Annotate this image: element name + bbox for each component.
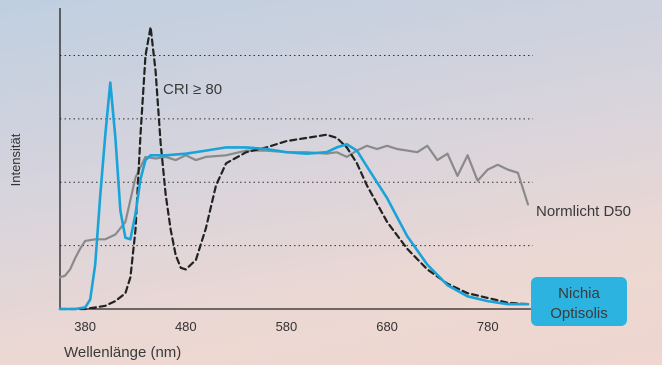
y-axis-label: Intensität [8,133,23,186]
series-line-nichia-optisolis [58,81,530,311]
x-tick-480: 480 [175,319,197,334]
x-tick-380: 380 [74,319,96,334]
nichia-badge-line1: Nichia [558,285,600,302]
series-lines [58,25,530,311]
d50-label: Normlicht D50 [536,203,631,220]
x-tick-780: 780 [477,319,499,334]
cri-label: CRI ≥ 80 [163,81,222,98]
nichia-badge-box [531,277,627,326]
x-tick-580: 580 [276,319,298,334]
series-line-normlicht-d50 [58,144,530,279]
nichia-badge-line2: Optisolis [550,305,608,322]
nichia-badge: Nichia Optisolis [531,277,627,326]
gridlines [60,55,533,247]
x-axis-label: Wellenlänge (nm) [64,344,181,361]
x-tick-labels: 380 480 580 680 780 [74,319,498,334]
series-line-cri-80 [58,25,530,311]
x-tick-680: 680 [376,319,398,334]
